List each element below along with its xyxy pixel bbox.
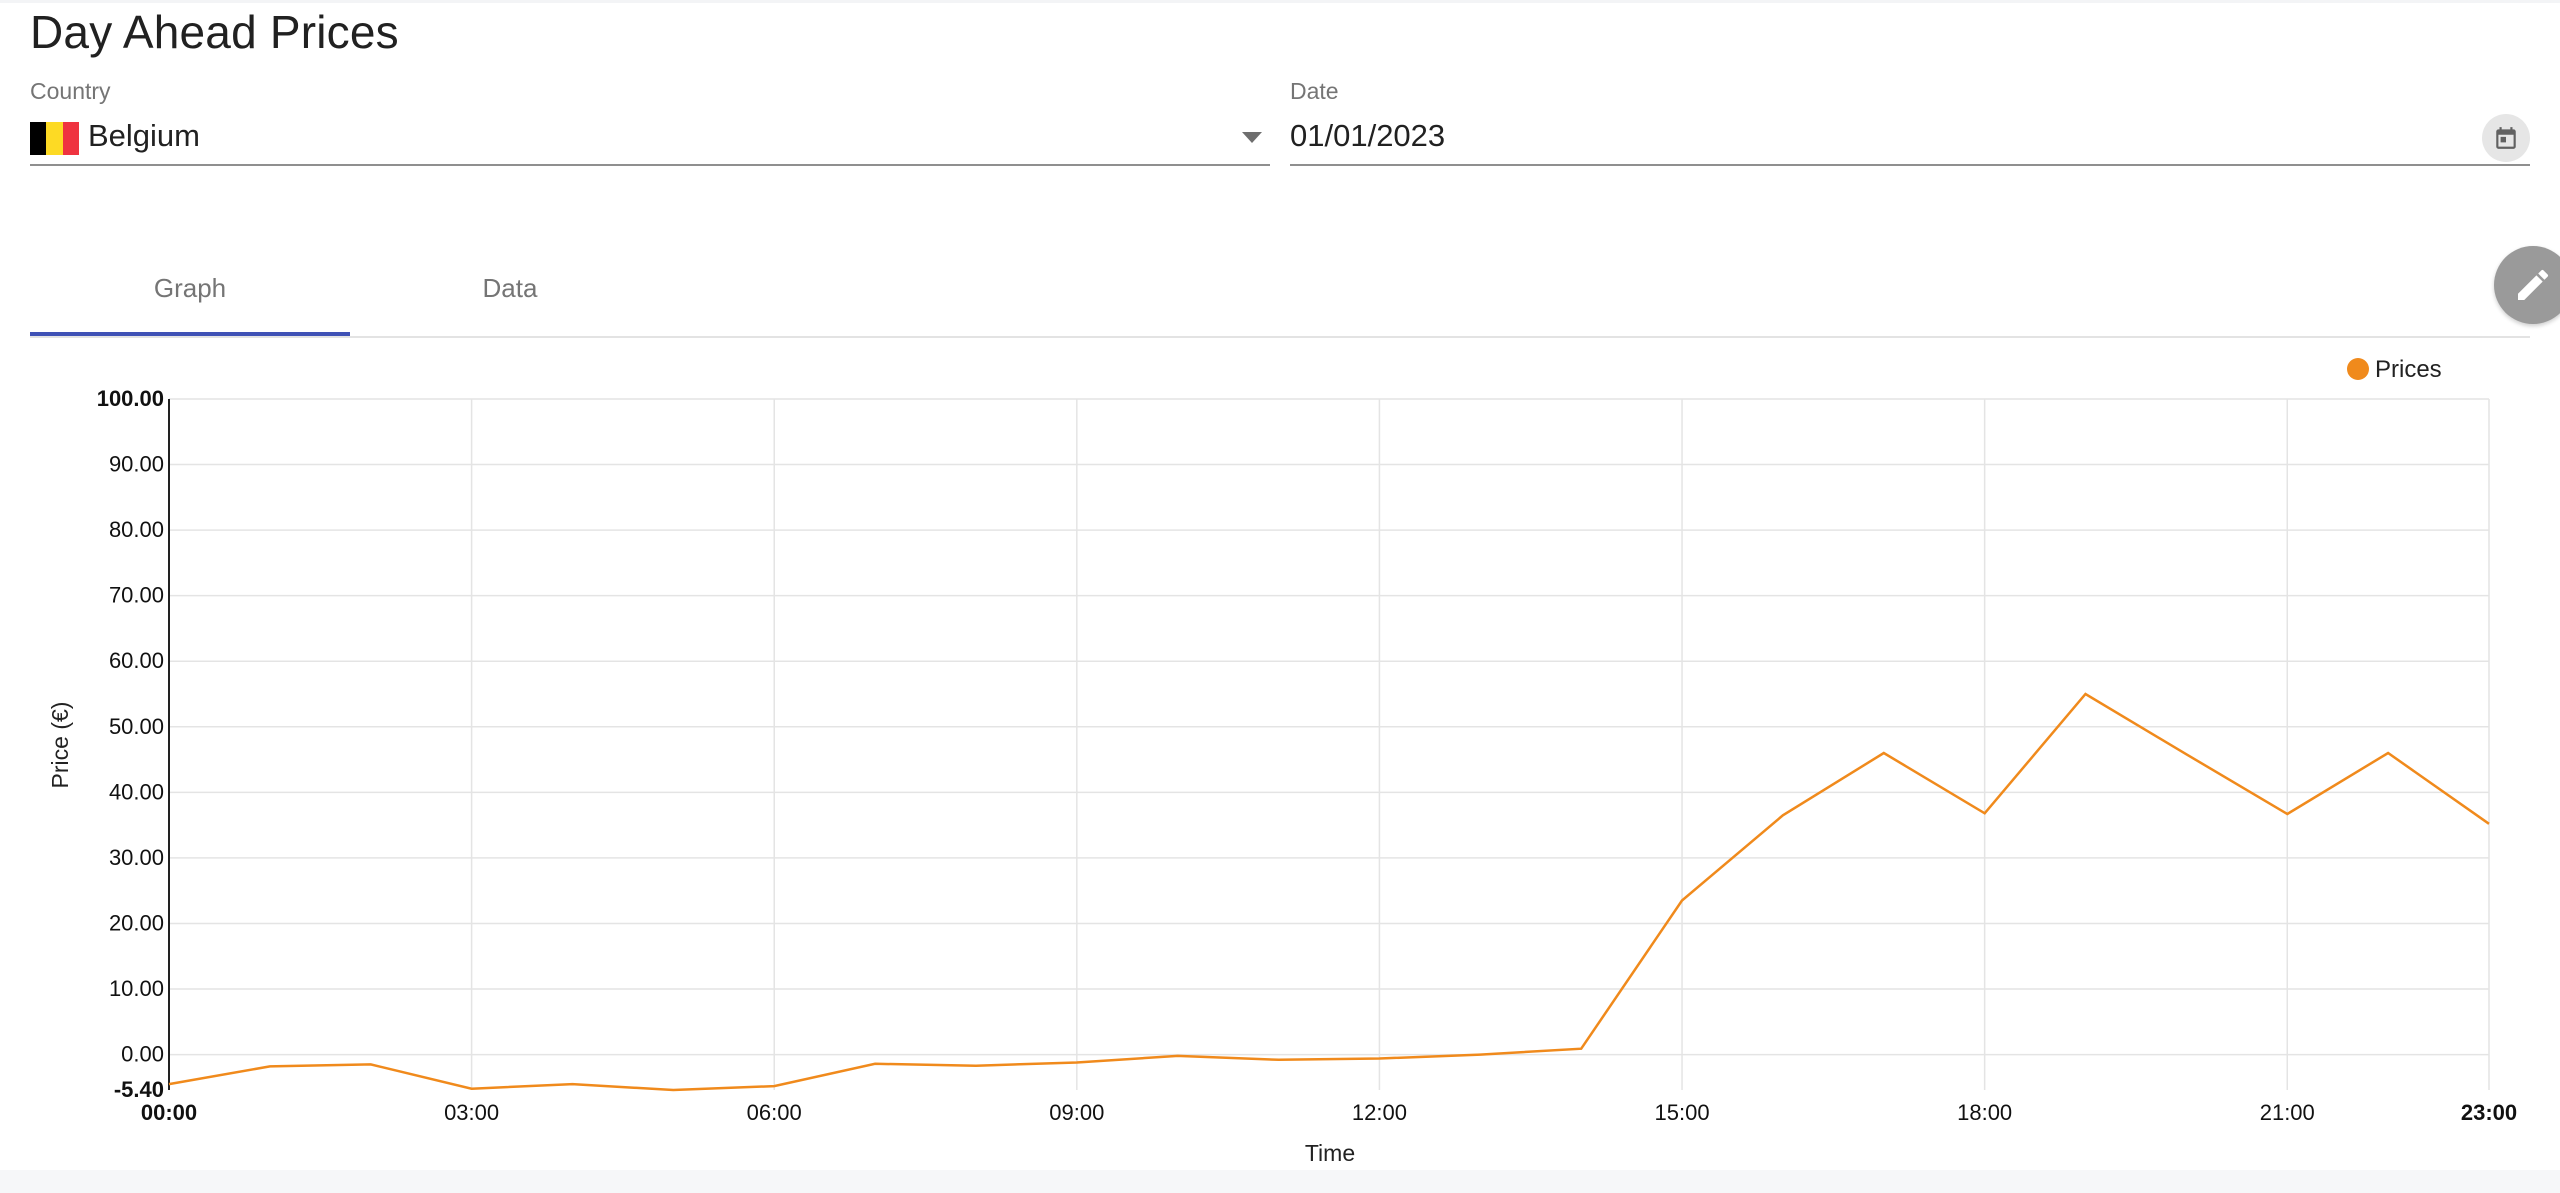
legend-label: Prices xyxy=(2375,356,2442,383)
belgium-flag-icon xyxy=(30,122,79,155)
date-label: Date xyxy=(1290,78,1339,104)
y-tick-label: 80.00 xyxy=(109,517,164,542)
x-tick-label: 00:00 xyxy=(141,1100,197,1125)
x-tick-label: 09:00 xyxy=(1049,1100,1104,1125)
edit-button[interactable] xyxy=(2494,246,2560,324)
chevron-down-icon[interactable] xyxy=(1242,132,1262,143)
x-tick-label: 21:00 xyxy=(2260,1100,2315,1125)
y-tick-label: 70.00 xyxy=(109,583,164,608)
price-line-chart: 100.00 90.00 80.00 70.00 60.00 50.00 40.00 30.0… xyxy=(47,356,2517,1166)
x-tick-label: 18:00 xyxy=(1957,1100,2012,1125)
y-tick-label: 40.00 xyxy=(109,779,164,804)
x-axis-title: Time xyxy=(1305,1140,1355,1166)
country-underline xyxy=(30,164,1270,166)
top-strip xyxy=(0,0,2560,3)
bottom-strip xyxy=(0,1170,2560,1193)
y-tick-label: 50.00 xyxy=(109,714,164,739)
legend-marker xyxy=(2347,358,2369,380)
tab-data[interactable]: Data xyxy=(482,272,538,303)
x-tick-label: 06:00 xyxy=(747,1100,802,1125)
y-tick-label: 100.00 xyxy=(97,386,164,411)
active-tab-indicator xyxy=(30,332,350,336)
x-tick-label: 03:00 xyxy=(444,1100,499,1125)
pencil-icon xyxy=(2518,269,2549,300)
y-tick-label: 20.00 xyxy=(109,910,164,935)
y-tick-label: -5.40 xyxy=(114,1077,164,1102)
date-underline xyxy=(1290,164,2530,166)
date-value[interactable]: 01/01/2023 xyxy=(1290,118,1446,153)
x-tick-label: 15:00 xyxy=(1655,1100,1710,1125)
y-tick-label: 0.00 xyxy=(121,1042,164,1067)
y-tick-label: 60.00 xyxy=(109,648,164,673)
country-value: Belgium xyxy=(88,118,200,153)
tabs-divider xyxy=(30,336,2530,338)
page-title: Day Ahead Prices xyxy=(30,6,399,58)
calendar-icon xyxy=(2496,127,2516,149)
y-tick-label: 30.00 xyxy=(109,845,164,870)
country-label: Country xyxy=(30,78,111,104)
view-tabs: Graph Data xyxy=(30,240,2530,338)
y-tick-label: 90.00 xyxy=(109,452,164,477)
calendar-button[interactable] xyxy=(2482,114,2530,162)
tab-graph[interactable]: Graph xyxy=(153,272,227,303)
flag-stripe-2 xyxy=(46,122,63,155)
series-line-prices xyxy=(168,692,2490,1092)
flag-stripe-1 xyxy=(30,122,47,155)
y-tick-label: 10.00 xyxy=(109,976,164,1001)
x-tick-label: 23:00 xyxy=(2461,1100,2517,1125)
x-tick-label: 12:00 xyxy=(1352,1100,1407,1125)
country-select[interactable]: Country Belgium xyxy=(30,76,1270,168)
flag-stripe-3 xyxy=(62,122,79,155)
y-axis-title: Price (€) xyxy=(47,702,73,789)
date-picker[interactable]: Date 01/01/2023 xyxy=(1290,76,2530,168)
